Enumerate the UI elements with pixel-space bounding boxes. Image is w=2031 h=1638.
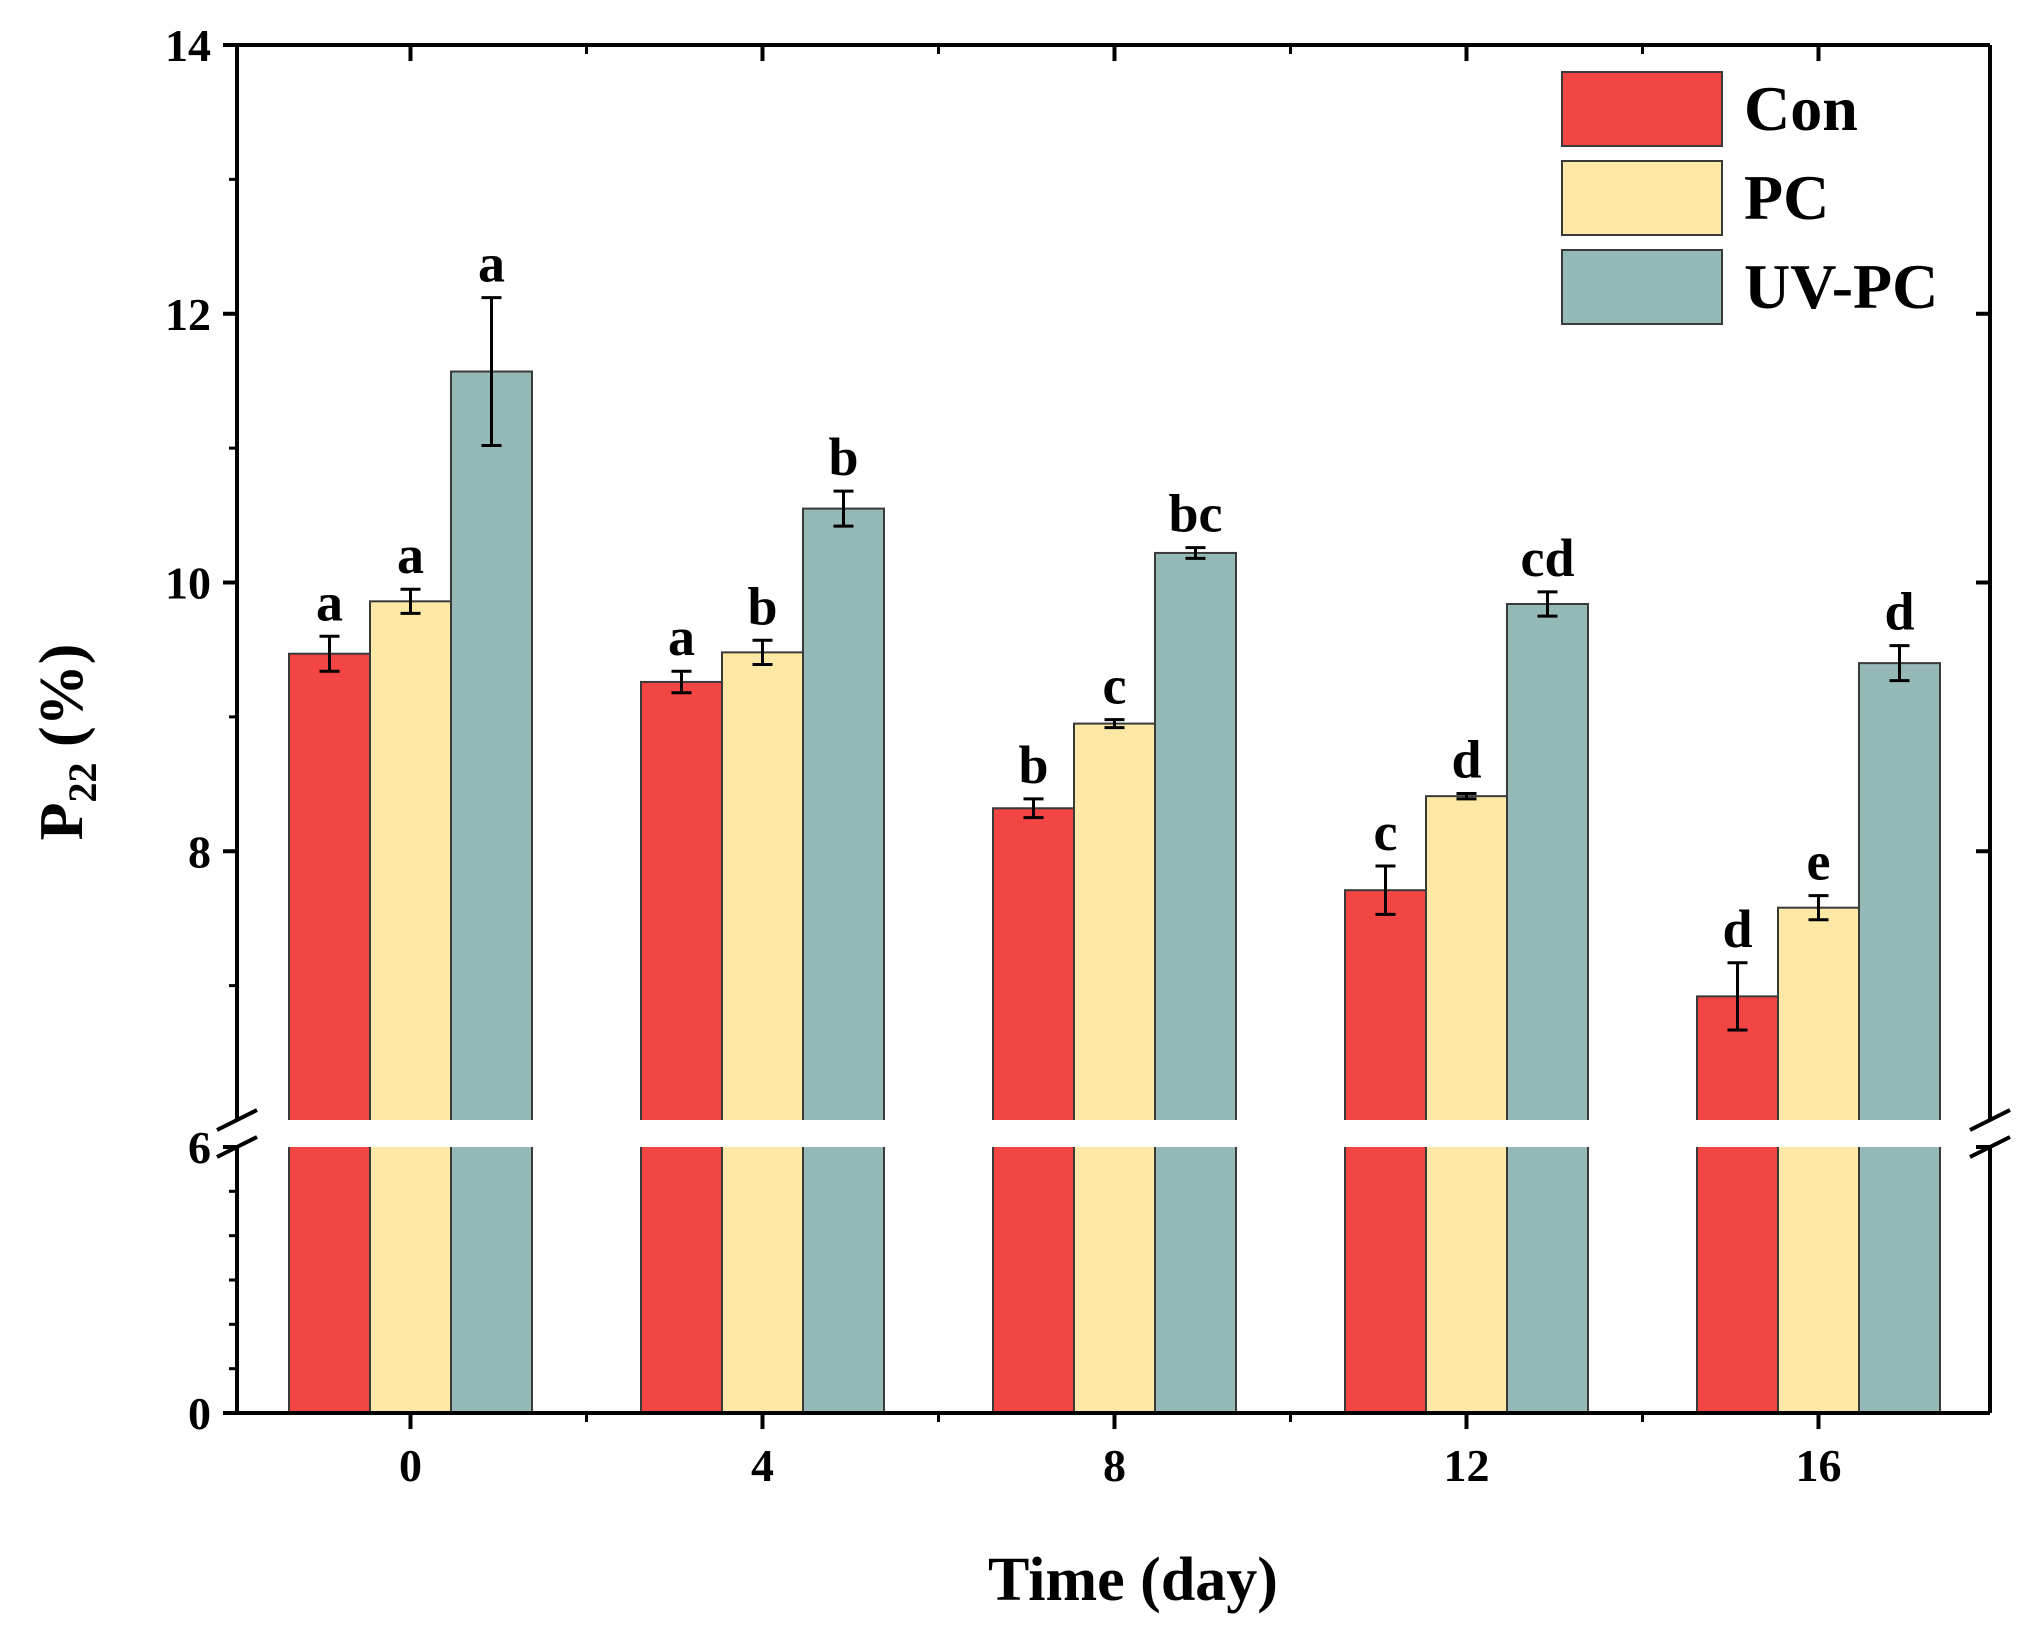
y-tick-label: 6 bbox=[188, 1122, 211, 1173]
error-bar bbox=[1375, 864, 1396, 916]
significance-letter: d bbox=[1451, 729, 1481, 789]
error-bar bbox=[1727, 961, 1748, 1032]
error-bar bbox=[671, 669, 692, 695]
significance-letter: a bbox=[668, 607, 695, 667]
legend-label: PC bbox=[1744, 162, 1829, 233]
significance-letter: d bbox=[1722, 899, 1752, 959]
significance-letter: b bbox=[747, 576, 777, 636]
y-tick-label: 12 bbox=[165, 289, 211, 340]
y-axis-title-subscript: 22 bbox=[60, 762, 105, 802]
legend-label: UV-PC bbox=[1744, 251, 1938, 322]
significance-letter: e bbox=[1807, 832, 1831, 892]
error-bar bbox=[481, 296, 502, 447]
error-bar bbox=[1889, 644, 1910, 683]
y-tick-label: 8 bbox=[188, 826, 211, 877]
bar-con-day-4 bbox=[640, 680, 723, 1414]
legend-swatch bbox=[1561, 71, 1723, 147]
error-bar bbox=[1456, 791, 1477, 801]
legend-swatch bbox=[1561, 160, 1723, 236]
x-tick-label: 0 bbox=[399, 1440, 422, 1491]
significance-letter: cd bbox=[1521, 528, 1575, 588]
bar-uv-pc-day-16 bbox=[1858, 662, 1941, 1414]
x-tick-label: 8 bbox=[1103, 1440, 1126, 1491]
break-slash bbox=[1969, 1108, 2011, 1132]
bar-pc-day-16 bbox=[1777, 906, 1860, 1414]
legend-item-con: Con bbox=[1561, 71, 1858, 147]
error-bar bbox=[1104, 718, 1125, 730]
y-axis-title-main: P bbox=[28, 802, 96, 840]
significance-letter: a bbox=[316, 572, 343, 632]
y-tick-label: 0 bbox=[188, 1388, 211, 1439]
y-tick-label: 14 bbox=[165, 20, 211, 71]
bar-con-day-0 bbox=[288, 652, 371, 1414]
error-bars-layer bbox=[319, 296, 1910, 1032]
bar-con-day-8 bbox=[992, 807, 1075, 1414]
x-tick-label: 16 bbox=[1796, 1440, 1842, 1491]
y-tick-label: 10 bbox=[165, 558, 211, 609]
bar-uv-pc-day-8 bbox=[1154, 551, 1237, 1414]
bars-layer bbox=[288, 370, 1941, 1414]
y-axis-title: P22 (%) bbox=[28, 644, 105, 841]
error-bar bbox=[1023, 797, 1044, 820]
legend-swatch bbox=[1561, 249, 1723, 325]
error-bar bbox=[1537, 590, 1558, 618]
legend-item-uv-pc: UV-PC bbox=[1561, 249, 1938, 325]
axis-break-band bbox=[217, 1120, 2010, 1147]
error-bar bbox=[319, 634, 340, 673]
ticks-layer: 6 8 10 12 14 0 0 4 8 12 16 bbox=[165, 20, 1990, 1491]
bar-pc-day-0 bbox=[369, 600, 452, 1414]
legend-item-pc: PC bbox=[1561, 160, 1829, 236]
error-bar bbox=[1185, 546, 1206, 560]
error-bar bbox=[400, 587, 421, 615]
significance-letter: c bbox=[1103, 656, 1127, 716]
significance-letter: a bbox=[397, 525, 424, 585]
break-slash bbox=[216, 1108, 258, 1132]
bar-pc-day-8 bbox=[1073, 722, 1156, 1414]
significance-letter: d bbox=[1884, 582, 1914, 642]
error-bar bbox=[1808, 894, 1829, 922]
bar-uv-pc-day-12 bbox=[1506, 603, 1589, 1414]
bar-pc-day-12 bbox=[1425, 795, 1508, 1414]
y-axis-title-unit: (%) bbox=[28, 644, 96, 763]
bar-con-day-16 bbox=[1696, 995, 1779, 1414]
error-bar bbox=[833, 489, 854, 528]
significance-letter: b bbox=[828, 427, 858, 487]
x-tick-label: 12 bbox=[1444, 1440, 1490, 1491]
bar-pc-day-4 bbox=[721, 651, 804, 1414]
bar-con-day-12 bbox=[1344, 889, 1427, 1414]
bar-uv-pc-day-0 bbox=[450, 370, 533, 1414]
significance-letter: b bbox=[1018, 735, 1048, 795]
error-bar bbox=[752, 638, 773, 666]
legend-label: Con bbox=[1744, 73, 1858, 144]
x-tick-label: 4 bbox=[751, 1440, 774, 1491]
significance-letter: c bbox=[1374, 802, 1398, 862]
legend: Con PC UV-PC bbox=[1561, 71, 1938, 325]
significance-letter: a bbox=[478, 234, 505, 294]
x-axis-title: Time (day) bbox=[988, 1546, 1278, 1614]
significance-letter: bc bbox=[1169, 484, 1223, 544]
bar-uv-pc-day-4 bbox=[802, 507, 885, 1414]
